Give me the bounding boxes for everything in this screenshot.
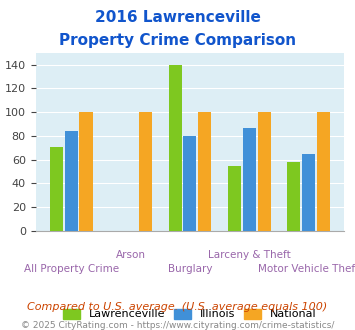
Bar (169, 65, 182, 231)
Bar (65, 131, 78, 231)
Text: Motor Vehicle Theft: Motor Vehicle Theft (258, 264, 355, 274)
Bar (184, 136, 196, 231)
Bar (50, 147, 63, 231)
Bar (243, 128, 256, 231)
Text: Compared to U.S. average. (U.S. average equals 100): Compared to U.S. average. (U.S. average … (27, 302, 328, 312)
Text: Burglary: Burglary (168, 264, 212, 274)
Bar (258, 112, 271, 231)
Text: All Property Crime: All Property Crime (23, 264, 119, 274)
Bar (302, 154, 315, 231)
Bar (317, 112, 330, 231)
Text: 2016 Lawrenceville: 2016 Lawrenceville (94, 10, 261, 25)
Text: Property Crime Comparison: Property Crime Comparison (59, 33, 296, 48)
Bar (228, 166, 241, 231)
Legend: Lawrenceville, Illinois, National: Lawrenceville, Illinois, National (59, 304, 321, 324)
Bar (287, 162, 300, 231)
Bar (198, 112, 211, 231)
Bar (80, 112, 93, 231)
Bar (139, 112, 152, 231)
Text: Larceny & Theft: Larceny & Theft (208, 250, 291, 260)
Text: Arson: Arson (115, 250, 146, 260)
Text: © 2025 CityRating.com - https://www.cityrating.com/crime-statistics/: © 2025 CityRating.com - https://www.city… (21, 321, 334, 330)
